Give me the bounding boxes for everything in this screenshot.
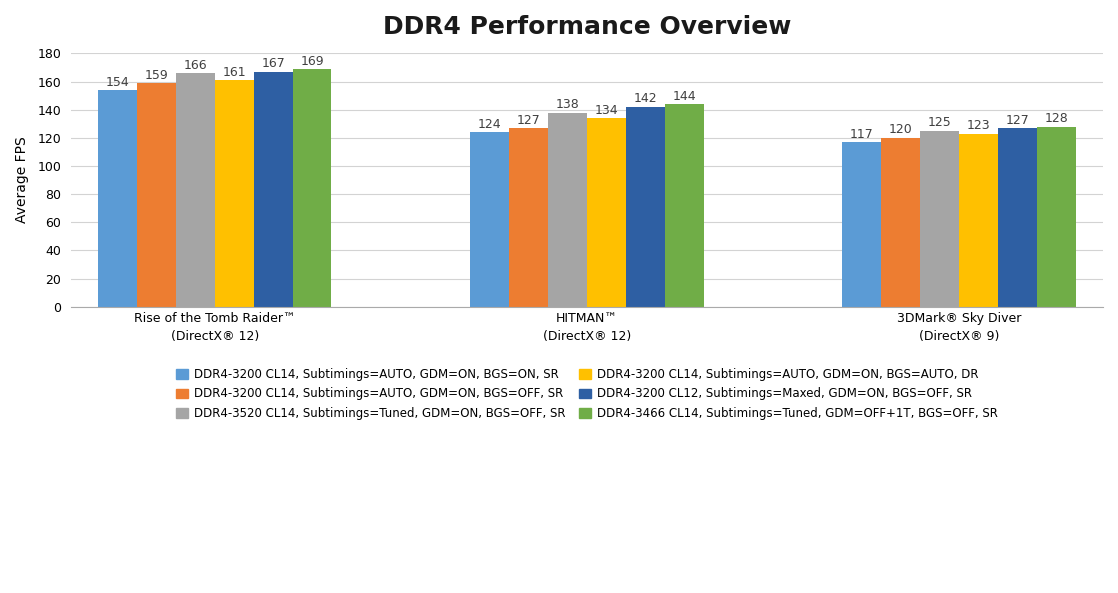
Text: 138: 138 [556, 98, 579, 111]
Text: 169: 169 [301, 55, 324, 68]
Bar [626, 107, 665, 307]
Text: 142: 142 [634, 93, 657, 106]
Bar [176, 73, 215, 307]
Text: 144: 144 [672, 90, 697, 103]
Text: 128: 128 [1044, 112, 1069, 125]
Bar [548, 113, 587, 307]
Text: 123: 123 [967, 119, 991, 132]
Bar [1038, 126, 1076, 307]
Legend: DDR4-3200 CL14, Subtimings=AUTO, GDM=ON, BGS=ON, SR, DDR4-3200 CL14, Subtimings=: DDR4-3200 CL14, Subtimings=AUTO, GDM=ON,… [171, 364, 1003, 425]
Text: 154: 154 [105, 76, 130, 88]
Bar [587, 118, 626, 307]
Text: 161: 161 [222, 66, 246, 79]
Text: 120: 120 [889, 123, 912, 136]
Text: 127: 127 [1006, 114, 1030, 126]
Bar [471, 132, 509, 307]
Text: 167: 167 [262, 58, 285, 71]
Bar [959, 133, 998, 307]
Text: 117: 117 [850, 127, 874, 141]
Text: 127: 127 [517, 114, 540, 126]
Text: 134: 134 [595, 104, 618, 117]
Bar [136, 83, 176, 307]
Bar [998, 128, 1038, 307]
Bar [881, 138, 920, 307]
Y-axis label: Average FPS: Average FPS [15, 136, 29, 224]
Bar [920, 131, 959, 307]
Bar [665, 104, 703, 307]
Bar [98, 90, 136, 307]
Bar [254, 72, 293, 307]
Text: 124: 124 [477, 118, 502, 131]
Bar [293, 69, 331, 307]
Bar [843, 142, 881, 307]
Text: 166: 166 [183, 59, 207, 72]
Title: DDR4 Performance Overview: DDR4 Performance Overview [382, 15, 792, 39]
Bar [215, 80, 254, 307]
Bar [509, 128, 548, 307]
Text: 125: 125 [928, 116, 951, 129]
Text: 159: 159 [144, 69, 168, 82]
